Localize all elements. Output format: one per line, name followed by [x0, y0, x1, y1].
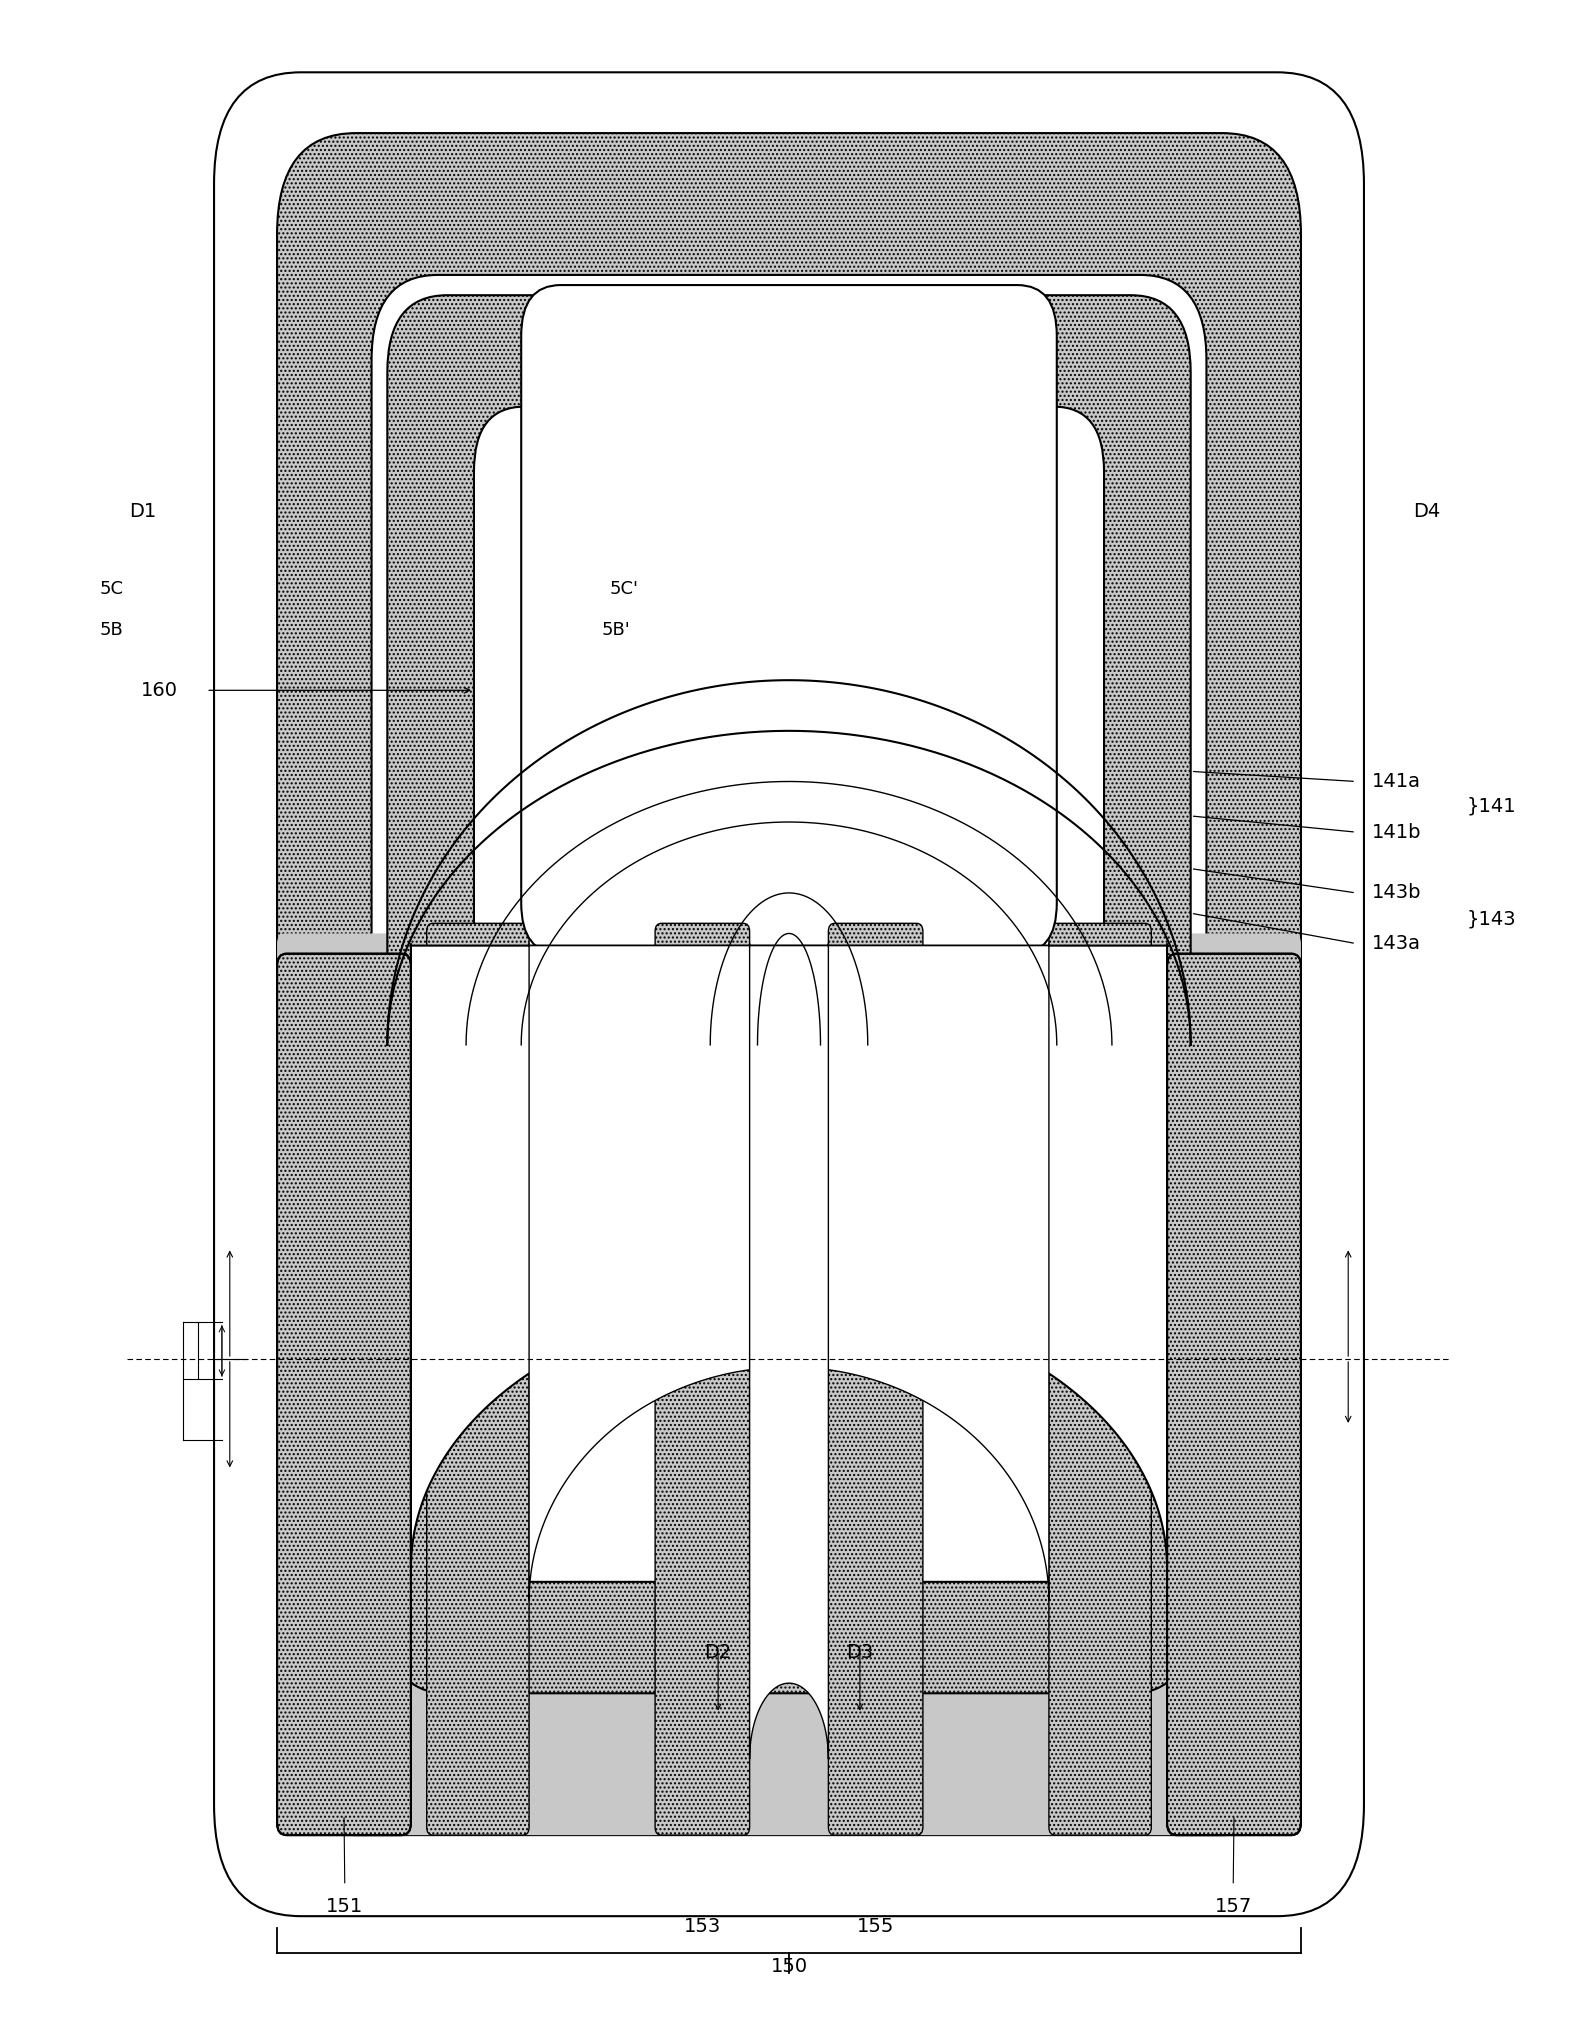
Text: 157: 157	[1215, 1897, 1251, 1915]
Text: 153: 153	[683, 1917, 721, 1936]
Polygon shape	[410, 943, 1168, 1568]
Text: D3: D3	[846, 1643, 874, 1662]
Text: 150: 150	[770, 1958, 808, 1976]
FancyBboxPatch shape	[473, 406, 1105, 1583]
Text: 141b: 141b	[1371, 822, 1422, 842]
Text: 160: 160	[140, 682, 177, 700]
FancyBboxPatch shape	[215, 73, 1363, 1915]
Polygon shape	[529, 943, 1049, 1601]
Text: 5B: 5B	[99, 621, 123, 639]
Text: 141a: 141a	[1371, 771, 1420, 791]
FancyBboxPatch shape	[371, 274, 1207, 1715]
Polygon shape	[750, 943, 828, 1759]
Text: 143b: 143b	[1371, 883, 1422, 903]
Text: D2: D2	[704, 1643, 732, 1662]
Text: 5C: 5C	[99, 580, 123, 599]
FancyBboxPatch shape	[278, 933, 1300, 1834]
FancyBboxPatch shape	[1168, 954, 1300, 1834]
Text: }143: }143	[1466, 909, 1516, 929]
FancyBboxPatch shape	[1049, 923, 1152, 1834]
FancyBboxPatch shape	[426, 923, 529, 1834]
FancyBboxPatch shape	[387, 294, 1191, 1694]
Text: }141: }141	[1466, 795, 1516, 816]
FancyBboxPatch shape	[278, 134, 1300, 1834]
Text: 151: 151	[327, 1897, 363, 1915]
Text: 5C': 5C'	[609, 580, 638, 599]
Text: D1: D1	[129, 503, 156, 521]
FancyBboxPatch shape	[655, 923, 750, 1834]
Text: 143a: 143a	[1371, 933, 1420, 954]
FancyBboxPatch shape	[473, 954, 1105, 1045]
Text: D4: D4	[1414, 503, 1441, 521]
FancyBboxPatch shape	[521, 284, 1057, 954]
Text: 155: 155	[857, 1917, 895, 1936]
Text: 5B': 5B'	[601, 621, 630, 639]
FancyBboxPatch shape	[278, 954, 410, 1834]
FancyBboxPatch shape	[828, 923, 923, 1834]
